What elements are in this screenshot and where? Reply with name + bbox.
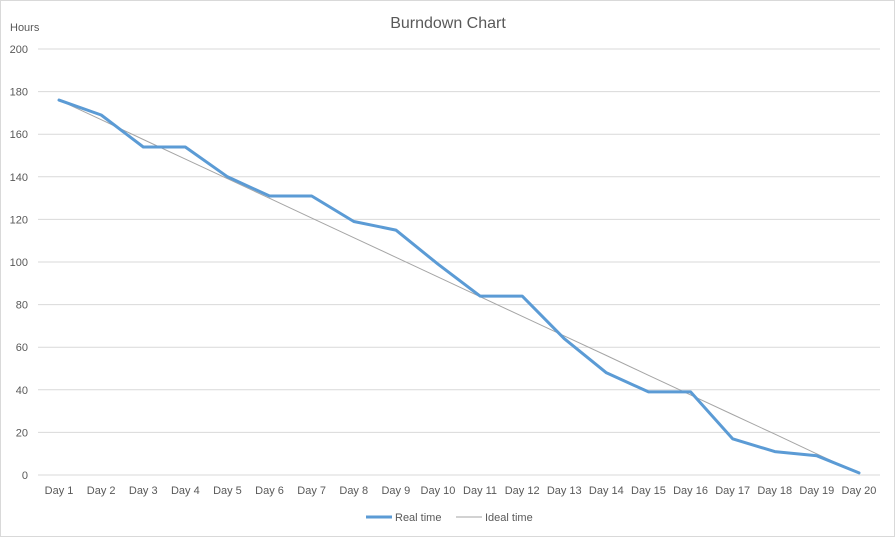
legend-label: Real time: [395, 512, 441, 524]
legend-item-real-time: Real time: [366, 512, 441, 524]
x-tick-label: Day 3: [129, 485, 158, 497]
x-tick-label: Day 5: [213, 485, 242, 497]
series-lines: [57, 98, 861, 475]
chart-title: Burndown Chart: [390, 15, 506, 32]
legend-item-ideal-time: Ideal time: [456, 512, 533, 524]
x-tick-label: Day 2: [87, 485, 116, 497]
y-tick-label: 20: [16, 427, 28, 439]
x-tick-label: Day 9: [381, 485, 410, 497]
legend: Real time Ideal time: [366, 512, 533, 524]
x-tick-label: Day 16: [673, 485, 708, 497]
x-tick-label: Day 13: [547, 485, 582, 497]
x-tick-label: Day 20: [842, 485, 877, 497]
y-tick-label: 0: [22, 470, 28, 482]
y-axis-label: Hours: [10, 22, 40, 34]
x-tick-label: Day 6: [255, 485, 284, 497]
y-tick-label: 160: [10, 129, 28, 141]
real-time-series-line: [57, 98, 861, 475]
y-tick-label: 60: [16, 342, 28, 354]
x-tick-label: Day 19: [799, 485, 834, 497]
y-tick-label: 100: [10, 257, 28, 269]
x-tick-label: Day 7: [297, 485, 326, 497]
x-tick-label: Day 11: [463, 485, 497, 497]
y-tick-label: 180: [10, 87, 28, 99]
legend-label: Ideal time: [485, 512, 533, 524]
ideal-time-series-line: [58, 99, 860, 474]
gridlines: [38, 48, 880, 476]
x-tick-label: Day 4: [171, 485, 200, 497]
y-tick-labels: 0 20 40 60 80 100 120 140 160 180 200: [10, 44, 28, 482]
x-tick-label: Day 18: [757, 485, 792, 497]
y-tick-label: 80: [16, 300, 28, 312]
x-tick-label: Day 8: [339, 485, 368, 497]
x-tick-label: Day 15: [631, 485, 666, 497]
x-tick-label: Day 10: [421, 485, 456, 497]
x-tick-label: Day 17: [715, 485, 750, 497]
x-tick-labels: Day 1 Day 2 Day 3 Day 4 Day 5 Day 6 Day 7 Day 8…: [45, 485, 877, 497]
y-tick-label: 40: [16, 385, 28, 397]
y-tick-label: 140: [10, 172, 28, 184]
x-tick-label: Day 12: [505, 485, 540, 497]
y-tick-label: 200: [10, 44, 28, 56]
x-tick-label: Day 14: [589, 485, 624, 497]
y-tick-label: 120: [10, 214, 28, 226]
x-tick-label: Day 1: [45, 485, 74, 497]
